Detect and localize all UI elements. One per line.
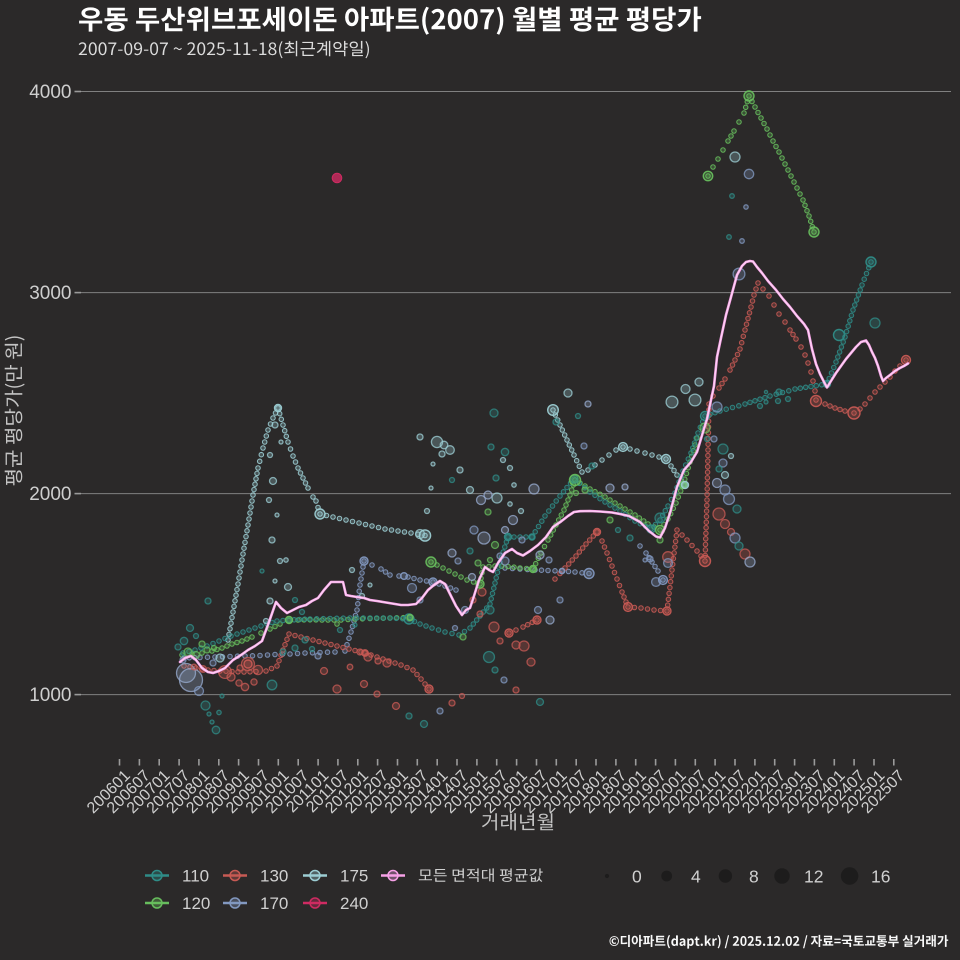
svg-text:12: 12 xyxy=(804,867,823,887)
svg-text:16: 16 xyxy=(871,867,890,887)
svg-text:4: 4 xyxy=(691,867,701,887)
svg-text:170: 170 xyxy=(260,894,288,913)
svg-text:2000: 2000 xyxy=(29,484,71,505)
svg-text:3000: 3000 xyxy=(29,283,71,304)
svg-text:1000: 1000 xyxy=(29,685,71,706)
svg-text:0: 0 xyxy=(632,867,642,887)
svg-text:240: 240 xyxy=(340,894,368,913)
svg-text:120: 120 xyxy=(182,894,210,913)
svg-text:175: 175 xyxy=(340,867,368,886)
svg-text:130: 130 xyxy=(260,867,288,886)
svg-text:110: 110 xyxy=(182,867,209,886)
svg-text:8: 8 xyxy=(749,867,759,887)
svg-text:4000: 4000 xyxy=(29,82,71,103)
